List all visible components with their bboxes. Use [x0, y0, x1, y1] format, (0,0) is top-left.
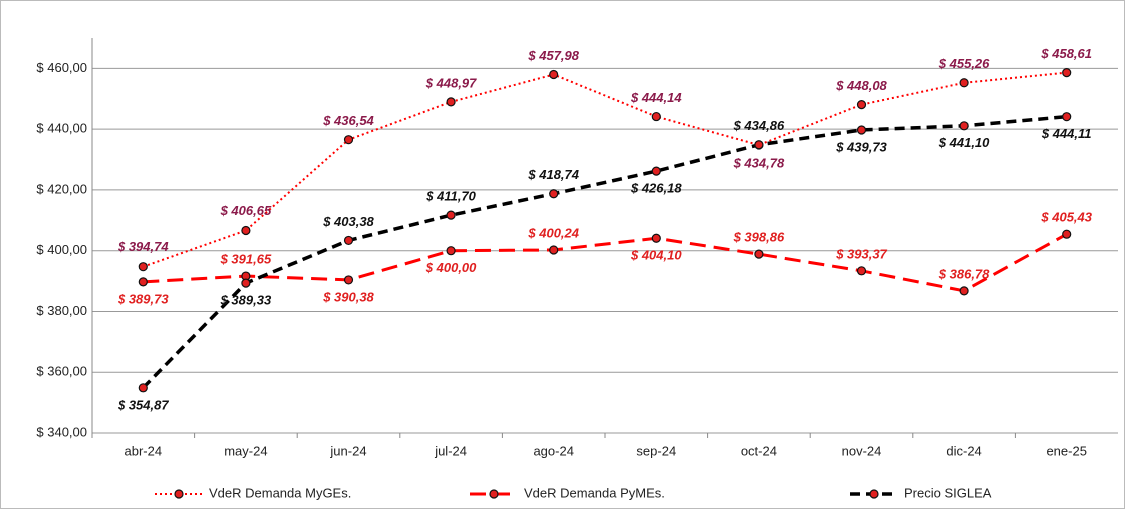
point-marker [959, 121, 969, 131]
legend-marker [869, 489, 879, 499]
point-marker [343, 275, 354, 285]
legend-marker [174, 489, 184, 499]
point-marker [856, 100, 867, 110]
x-tick-label: ene-25 [1046, 443, 1086, 458]
point-marker [343, 135, 354, 145]
value-label: $ 389,73 [117, 291, 169, 306]
value-label: $ 444,14 [630, 90, 682, 105]
point-marker [1062, 229, 1072, 239]
x-tick-label: jul-24 [434, 443, 467, 458]
point-marker [959, 78, 969, 88]
point-marker [446, 97, 456, 107]
point-marker [446, 246, 456, 256]
value-label: $ 439,73 [835, 139, 887, 154]
value-label: $ 406,65 [220, 203, 272, 218]
point-marker [241, 225, 251, 236]
value-label: $ 458,61 [1040, 46, 1092, 61]
x-tick-label: jun-24 [329, 443, 366, 458]
value-label: $ 444,11 [1041, 126, 1092, 141]
x-tick-label: may-24 [224, 443, 267, 458]
series-line [142, 114, 1067, 390]
legend-label: VdeR Demanda MyGEs. [209, 485, 351, 500]
y-tick-label: $ 340,00 [36, 424, 87, 439]
value-label: $ 448,08 [835, 78, 887, 93]
series-line [142, 71, 1067, 268]
point-marker [138, 277, 148, 287]
point-marker [343, 235, 354, 246]
value-label: $ 434,78 [733, 155, 785, 170]
point-marker [651, 166, 661, 176]
value-label: $ 389,33 [220, 293, 272, 308]
y-tick-label: $ 420,00 [36, 181, 87, 196]
value-label: $ 354,87 [117, 397, 169, 412]
point-marker [959, 286, 969, 296]
point-marker [138, 383, 148, 393]
value-label: $ 426,18 [630, 181, 682, 196]
x-tick-label: dic-24 [946, 443, 981, 458]
value-label: $ 418,74 [527, 167, 579, 182]
value-label: $ 390,38 [322, 289, 374, 304]
point-marker [754, 140, 764, 150]
legend-label: VdeR Demanda PyMEs. [524, 485, 665, 500]
y-tick-label: $ 400,00 [36, 242, 87, 257]
value-label: $ 448,97 [425, 75, 477, 90]
value-label: $ 398,86 [733, 230, 785, 245]
point-marker [651, 233, 661, 243]
x-tick-label: nov-24 [842, 443, 882, 458]
y-tick-label: $ 380,00 [36, 303, 87, 318]
point-marker [549, 69, 559, 80]
value-label: $ 400,24 [527, 225, 579, 240]
value-label: $ 391,65 [220, 252, 272, 267]
value-label: $ 403,38 [322, 214, 374, 229]
value-label: $ 400,00 [425, 260, 477, 275]
point-marker [446, 210, 456, 220]
point-marker [651, 111, 661, 122]
point-marker [549, 245, 559, 255]
point-marker [754, 249, 764, 259]
point-marker [856, 125, 867, 135]
value-label: $ 441,10 [938, 135, 990, 150]
value-label: $ 394,74 [117, 239, 169, 254]
y-tick-label: $ 360,00 [36, 364, 87, 379]
value-label: $ 436,54 [322, 113, 374, 128]
value-label: $ 386,78 [938, 266, 990, 281]
x-tick-label: ago-24 [533, 443, 573, 458]
point-marker [1062, 112, 1072, 122]
y-tick-label: $ 460,00 [36, 60, 87, 75]
legend-label: Precio SIGLEA [904, 485, 992, 500]
point-marker [549, 189, 559, 199]
x-tick-label: abr-24 [125, 443, 163, 458]
value-label: $ 457,98 [527, 48, 579, 63]
value-label: $ 434,86 [733, 118, 785, 133]
y-tick-label: $ 440,00 [36, 121, 87, 136]
value-label: $ 411,70 [425, 189, 476, 204]
point-marker [1062, 68, 1072, 78]
value-label: $ 405,43 [1040, 210, 1092, 225]
x-tick-label: oct-24 [741, 443, 777, 458]
series-line [143, 232, 1068, 293]
x-tick-label: sep-24 [636, 443, 676, 458]
legend-marker [489, 489, 499, 499]
point-marker [138, 262, 148, 272]
point-marker [241, 278, 251, 288]
point-marker [856, 266, 867, 276]
value-label: $ 404,10 [630, 248, 682, 263]
value-label: $ 455,26 [938, 56, 990, 71]
value-label: $ 393,37 [835, 246, 887, 261]
